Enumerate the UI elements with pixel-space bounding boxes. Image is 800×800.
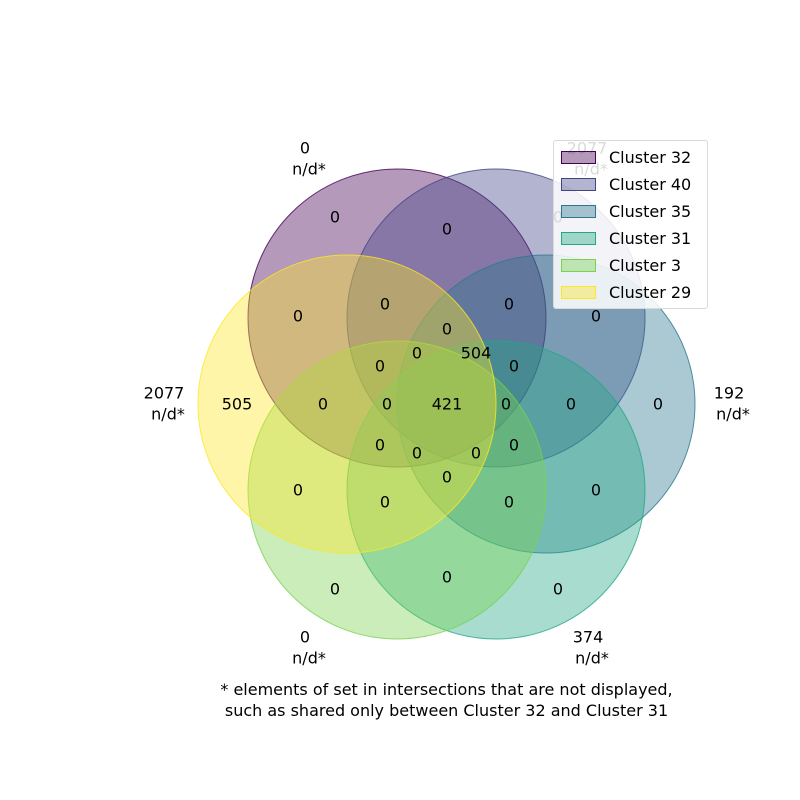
- outside-count: 374: [573, 628, 604, 647]
- set-circle-cluster-32: [247, 168, 547, 468]
- outside-count: 2077: [144, 384, 185, 403]
- region-count: 0: [553, 580, 563, 599]
- legend-item-cluster-29: Cluster 29: [554, 279, 707, 306]
- region-count: 0: [442, 220, 452, 239]
- region-count: 0: [293, 307, 303, 326]
- legend-swatch: [561, 259, 596, 272]
- region-count: 0: [442, 320, 452, 339]
- region-count: 0: [442, 568, 452, 587]
- set-circle-cluster-29: [197, 254, 497, 554]
- region-count: 0: [375, 436, 385, 455]
- region-count: 505: [222, 395, 253, 414]
- region-count: 0: [380, 295, 390, 314]
- legend-item-cluster-3: Cluster 3: [554, 252, 707, 279]
- outside-count: 192: [714, 384, 745, 403]
- region-count: 0: [442, 468, 452, 487]
- region-count: 0: [509, 436, 519, 455]
- outside-count: 0: [300, 628, 310, 647]
- region-count: 0: [653, 395, 663, 414]
- legend-item-cluster-35: Cluster 35: [554, 198, 707, 225]
- legend-swatch: [561, 178, 596, 191]
- region-count: 0: [375, 357, 385, 376]
- region-count: 0: [412, 444, 422, 463]
- set-circle-cluster-35: [396, 254, 696, 554]
- region-count: 0: [318, 395, 328, 414]
- legend-label: Cluster 29: [609, 283, 692, 302]
- legend-swatch: [561, 151, 596, 164]
- footnote-line-1: * elements of set in intersections that …: [220, 680, 673, 699]
- legend-label: Cluster 35: [609, 202, 692, 221]
- region-count: 0: [380, 493, 390, 512]
- region-count: 0: [509, 357, 519, 376]
- legend-label: Cluster 31: [609, 229, 692, 248]
- region-count: 0: [501, 395, 511, 414]
- region-count: 0: [471, 444, 481, 463]
- outside-note: n/d*: [575, 649, 609, 668]
- set-circle-cluster-31: [346, 340, 646, 640]
- legend-item-cluster-40: Cluster 40: [554, 171, 707, 198]
- legend-item-cluster-31: Cluster 31: [554, 225, 707, 252]
- footnote: * elements of set in intersections that …: [0, 679, 800, 721]
- region-count: 504: [461, 344, 492, 363]
- region-count: 0: [382, 395, 392, 414]
- set-circle-cluster-3: [247, 340, 547, 640]
- region-count: 0: [330, 208, 340, 227]
- legend-item-cluster-32: Cluster 32: [554, 144, 707, 171]
- region-count: 0: [293, 481, 303, 500]
- region-count: 421: [432, 395, 463, 414]
- outside-note: n/d*: [151, 405, 185, 424]
- legend-swatch: [561, 286, 596, 299]
- region-count: 0: [591, 481, 601, 500]
- legend: Cluster 32 Cluster 40 Cluster 35 Cluster…: [553, 140, 708, 309]
- legend-label: Cluster 3: [609, 256, 682, 275]
- legend-swatch: [561, 232, 596, 245]
- outside-note: n/d*: [292, 649, 326, 668]
- region-count: 0: [504, 295, 514, 314]
- region-count: 0: [412, 344, 422, 363]
- legend-swatch: [561, 205, 596, 218]
- footnote-line-2: such as shared only between Cluster 32 a…: [224, 701, 669, 720]
- region-count: 0: [330, 580, 340, 599]
- legend-label: Cluster 40: [609, 175, 692, 194]
- legend-label: Cluster 32: [609, 148, 692, 167]
- region-count: 0: [504, 493, 514, 512]
- outside-count: 0: [300, 139, 310, 158]
- outside-note: n/d*: [292, 160, 326, 179]
- region-count: 0: [591, 307, 601, 326]
- outside-note: n/d*: [716, 405, 750, 424]
- region-count: 0: [566, 395, 576, 414]
